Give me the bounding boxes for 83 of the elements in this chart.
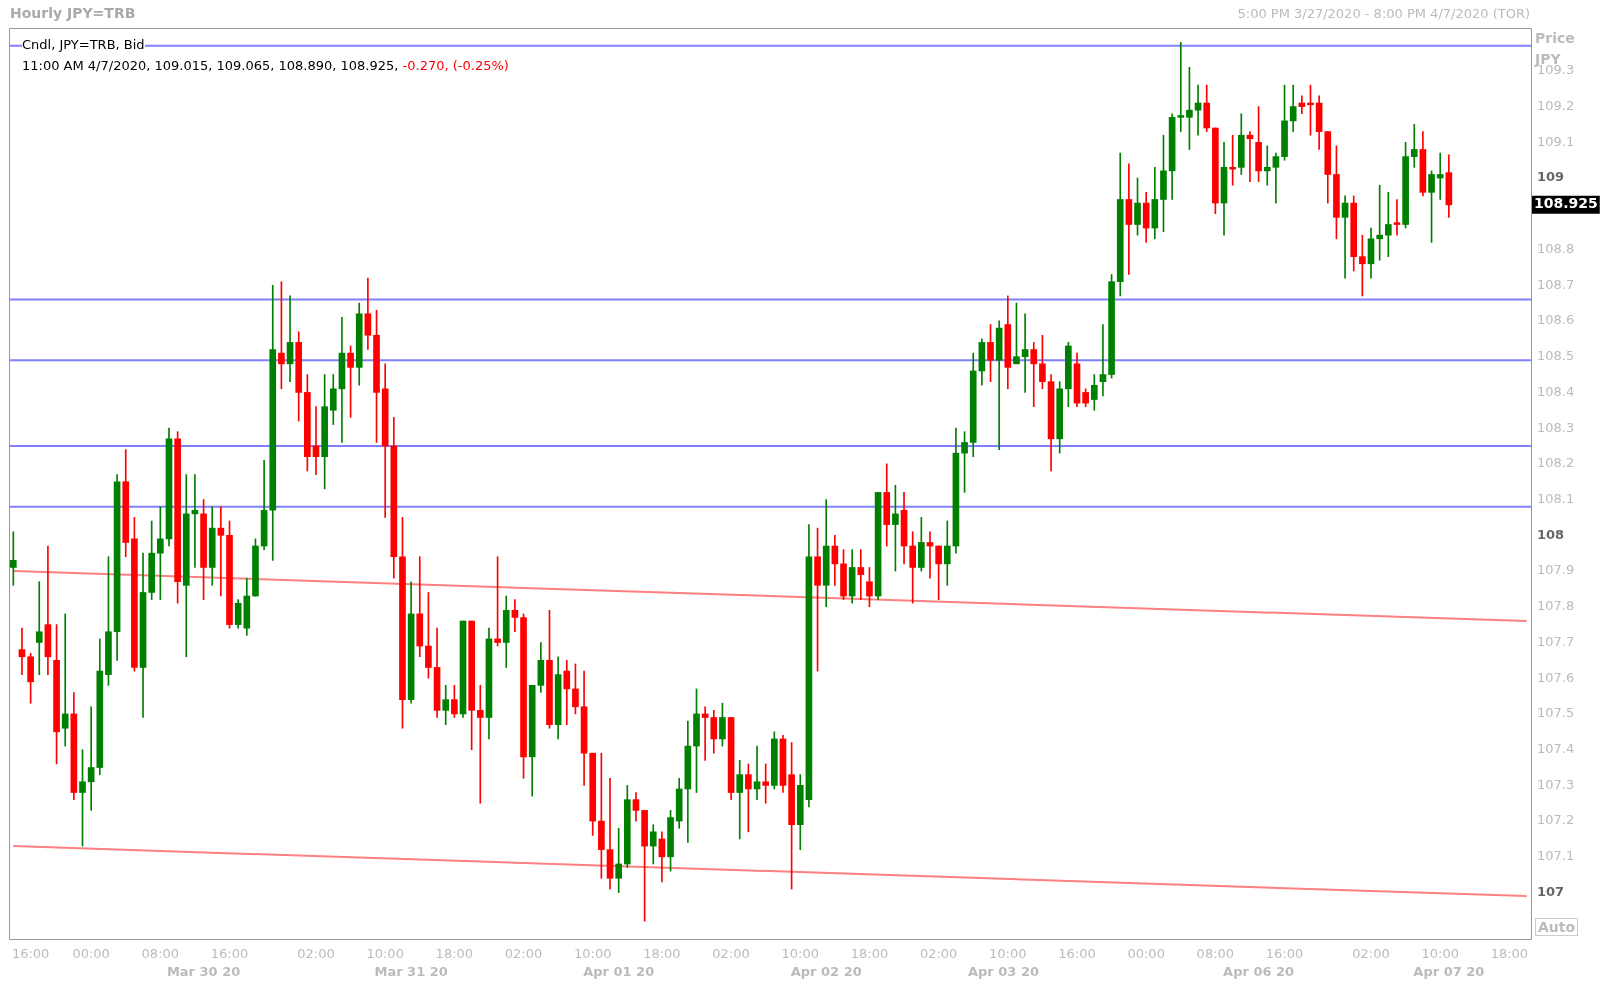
y-tick-label: 107.1 — [1537, 848, 1575, 864]
candlestick — [1393, 199, 1401, 236]
candlestick — [762, 763, 770, 804]
candlestick — [476, 685, 484, 804]
candlestick — [1021, 313, 1029, 393]
y-tick-label: 107.8 — [1537, 598, 1575, 614]
x-tick-label: 02:00 — [297, 946, 335, 962]
x-tick-label: 02:00 — [504, 946, 543, 962]
text: Mar 31 20 — [374, 964, 448, 980]
candlestick — [511, 599, 519, 633]
x-tick-label: 16:00 — [1265, 946, 1304, 962]
candlestick — [1341, 195, 1349, 279]
candlestick — [1030, 342, 1038, 408]
x-tick-label: 02:00 — [1352, 946, 1390, 962]
x-tick-label: 18:00 — [1490, 946, 1529, 962]
x-tick-label: 02:00 — [919, 946, 958, 962]
chart-title: Hourly JPY=TRB — [10, 5, 136, 21]
y-tick-label: 108.8 — [1537, 240, 1575, 256]
text: Auto — [1535, 918, 1579, 936]
candlestick — [87, 706, 95, 811]
x-tick-label: 02:00 — [712, 946, 750, 962]
y-tick-label: 108.7 — [1537, 276, 1575, 292]
candlestick — [1099, 324, 1107, 397]
x-tick-label: 18:00 — [435, 946, 474, 962]
x-tick-label: 10:00 — [989, 946, 1027, 962]
x-tick-label: 16:00 — [1058, 946, 1096, 962]
text: Mar 30 20 — [166, 964, 241, 980]
candlestick — [753, 745, 761, 800]
candlestick — [1177, 41, 1185, 132]
candlestick — [18, 627, 26, 675]
y-tick-label: 108.2 — [1537, 455, 1575, 471]
y-tick-label: 109.2 — [1537, 97, 1575, 113]
y-tick-label: 109.1 — [1537, 133, 1575, 149]
candlestick — [1436, 152, 1444, 200]
x-tick-label: 10:00 — [573, 946, 612, 962]
annotation: 11:00 AM 4/7/2020, 109.015, 109.065, 108.890, 108.925, — [22, 58, 399, 73]
y-tick-label: 108.6 — [1537, 312, 1575, 328]
x-tick-label: 00:00 — [1127, 946, 1165, 962]
y-tick-label: 108.4 — [1537, 383, 1575, 399]
x-tick-label: 08:00 — [1196, 946, 1235, 962]
y-tick-label: 108.1 — [1537, 490, 1575, 506]
x-tick-label: 00:00 — [72, 946, 110, 962]
chart-subtitle: 5:00 PM 3/27/2020 - 8:00 PM 4/7/2020 (TOR) — [1237, 6, 1530, 21]
candlestick — [1263, 145, 1271, 186]
x-tick-label: 16:00 — [11, 946, 50, 962]
text: Apr 03 20 — [967, 964, 1039, 980]
candlestick — [217, 506, 225, 597]
candlestick — [1410, 124, 1418, 168]
x-tick-label: 18:00 — [643, 946, 681, 962]
candlestick — [1384, 192, 1392, 257]
text: Apr 07 20 — [1413, 964, 1485, 980]
candlestick — [857, 549, 865, 600]
candlestick — [1125, 163, 1133, 275]
candlestick — [1272, 152, 1280, 204]
y-tick-label: 107 — [1537, 883, 1565, 899]
x-tick-label: 16:00 — [210, 946, 249, 962]
y-tick-label: 107.7 — [1537, 633, 1575, 649]
y-tick-label: 107.5 — [1537, 705, 1575, 721]
x-tick-label: 08:00 — [141, 946, 180, 962]
y-tick-label: 108.5 — [1537, 348, 1575, 364]
y-tick-label: 107.6 — [1537, 669, 1575, 685]
candlestick — [286, 295, 294, 383]
text: Apr 01 20 — [583, 964, 655, 980]
y-tick-label: 107.4 — [1537, 741, 1575, 757]
annotation: -0.270, (-0.25%) — [402, 58, 509, 73]
candlestick — [9, 531, 17, 586]
x-tick-label: 18:00 — [850, 946, 889, 962]
candlestick — [61, 613, 69, 747]
x-tick-label: 10:00 — [781, 946, 819, 962]
candlestick — [35, 581, 43, 675]
y-tick-label: 108 — [1537, 526, 1565, 542]
y-tick-label: 108.3 — [1537, 419, 1575, 435]
y-tick-label: 107.9 — [1537, 562, 1575, 578]
text: Apr 06 20 — [1223, 964, 1295, 980]
annotation: Cndl, JPY=TRB, Bid — [22, 37, 145, 52]
x-tick-label: 10:00 — [366, 946, 404, 962]
y-tick-label: 109 — [1537, 169, 1565, 185]
y-tick-label: 107.2 — [1537, 812, 1575, 828]
text: 108.925 — [1534, 195, 1598, 212]
x-tick-label: 10:00 — [1421, 946, 1459, 962]
text: Apr 02 20 — [790, 964, 862, 980]
y-tick-label: 107.3 — [1537, 776, 1575, 792]
candlestick — [736, 760, 744, 840]
